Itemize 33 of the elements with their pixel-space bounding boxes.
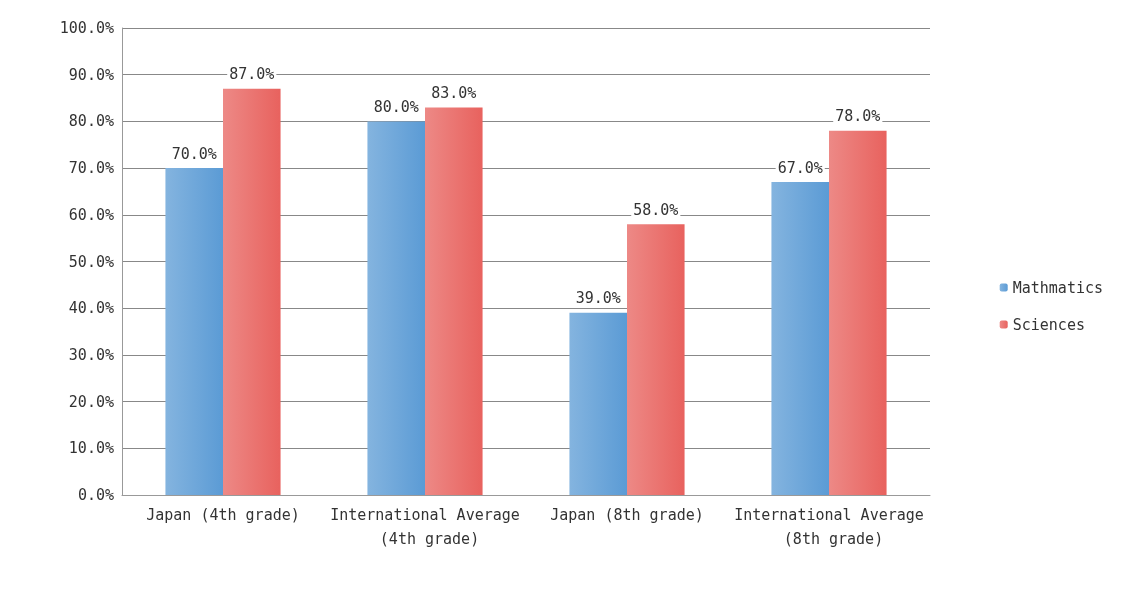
bar <box>223 88 281 495</box>
bar <box>569 312 627 495</box>
y-tick-label: 100.0% <box>59 19 114 37</box>
x-tick-label: Japan (4th grade) <box>146 506 300 524</box>
bar <box>771 182 829 495</box>
y-tick-label: 70.0% <box>68 159 114 178</box>
data-label: 67.0% <box>777 158 823 177</box>
legend-label: Mathmatics <box>1012 278 1103 297</box>
data-label: 78.0% <box>835 107 881 126</box>
x-tick-label: Japan (8th grade) <box>550 506 704 524</box>
data-label: 83.0% <box>431 83 477 102</box>
y-tick-label: 60.0% <box>68 205 114 224</box>
bar <box>425 107 483 495</box>
y-tick-label: 40.0% <box>68 299 114 318</box>
data-label: 80.0% <box>373 97 419 116</box>
bar <box>165 168 223 495</box>
y-tick-label: 10.0% <box>68 439 114 458</box>
bar <box>367 121 425 495</box>
x-tick-label: International Average (8th grade) <box>734 506 924 548</box>
legend-label: Sciences <box>1012 315 1085 334</box>
y-tick-label: 0.0% <box>77 486 114 504</box>
y-tick-label: 30.0% <box>68 345 114 364</box>
bar <box>627 224 685 495</box>
y-tick-label: 80.0% <box>68 112 114 131</box>
y-tick-label: 20.0% <box>68 392 114 411</box>
y-tick-label: 50.0% <box>68 252 114 271</box>
bar <box>829 130 887 495</box>
data-label: 58.0% <box>633 200 679 219</box>
x-tick-label: International Average (4th grade) <box>330 506 520 548</box>
y-tick-label: 90.0% <box>68 65 114 84</box>
data-label: 39.0% <box>575 289 621 308</box>
data-label: 87.0% <box>229 65 275 84</box>
data-label: 70.0% <box>171 144 217 163</box>
